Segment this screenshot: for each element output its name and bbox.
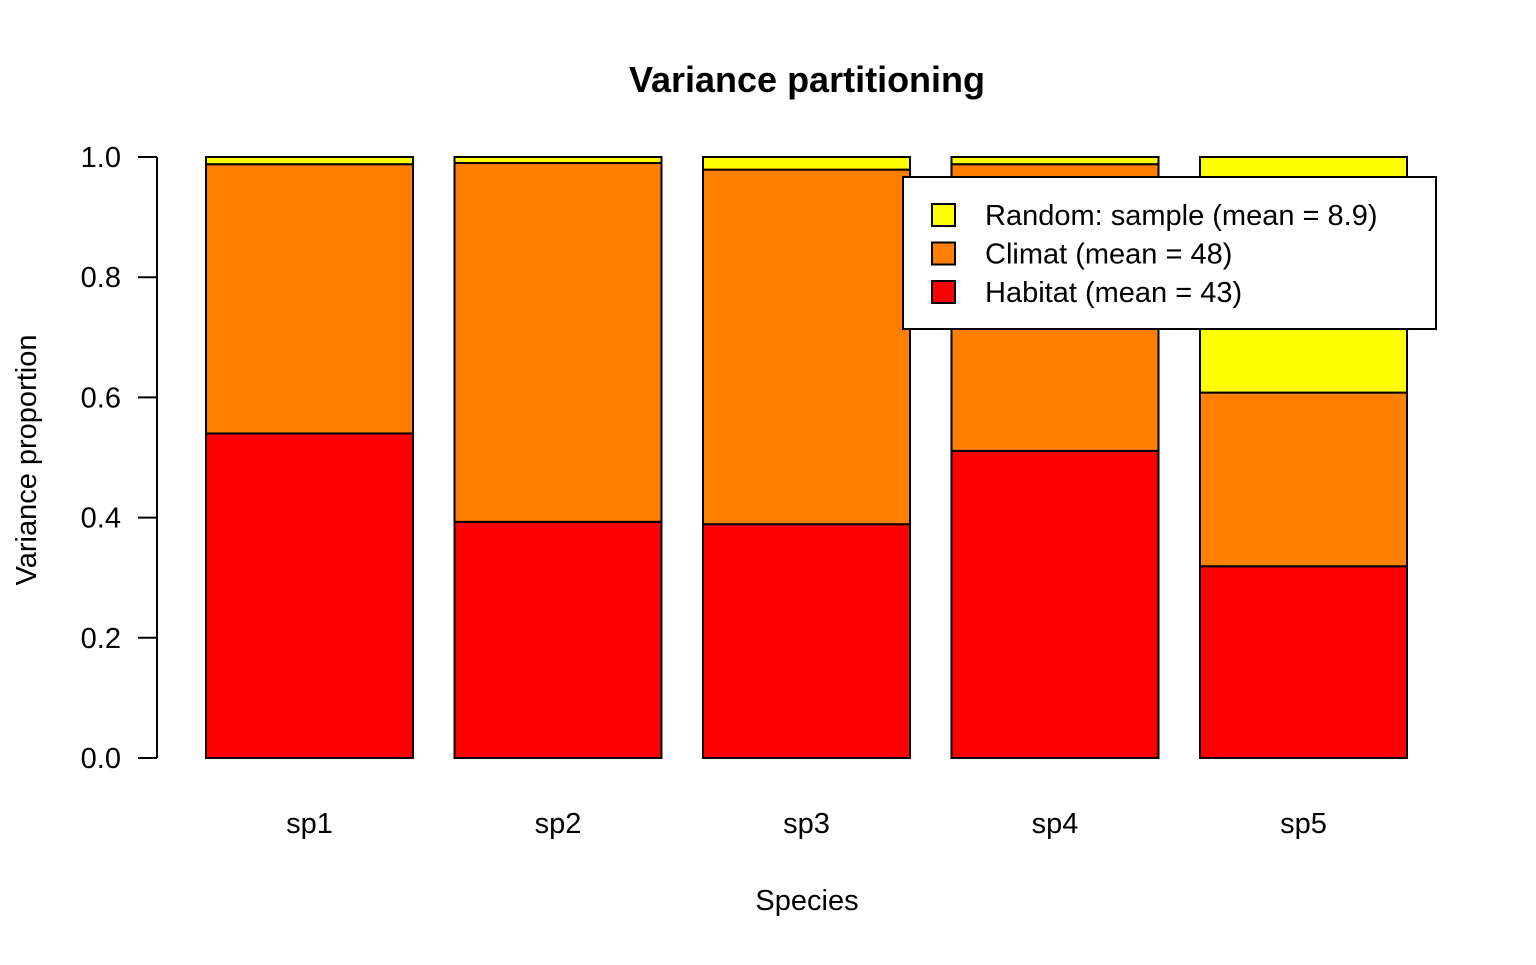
bar-segment-sp4-s2: [950, 156, 1160, 166]
y-axis-label: Variance proportion: [11, 335, 43, 586]
bar-segment-sp3-s1: [702, 168, 911, 526]
bar-segment-sp4-s0: [950, 449, 1160, 759]
x-tick-label-sp2: sp2: [535, 808, 582, 840]
x-tick-label-sp4: sp4: [1032, 808, 1079, 840]
legend-swatch-1: [931, 241, 956, 266]
bar-segment-sp2-s2: [453, 156, 663, 165]
y-tick-label-3: 0.6: [81, 382, 121, 414]
bar-segment-sp1-s2: [205, 156, 414, 166]
x-axis-tick-labels: sp1 sp2 sp3 sp4 sp5: [286, 808, 1327, 840]
bar-segment-sp2-s0: [453, 520, 663, 759]
legend-swatch-0: [931, 203, 956, 227]
y-tick-label-1: 0.2: [81, 623, 121, 655]
y-tick-label-4: 0.8: [81, 262, 121, 294]
chart-title: Variance partitioning: [629, 59, 985, 100]
y-axis: 0.0 0.2 0.4 0.6 0.8 1.0: [81, 142, 158, 775]
y-tick-label-2: 0.4: [81, 503, 121, 535]
x-tick-label-sp1: sp1: [286, 808, 333, 840]
bar-segment-sp1-s0: [205, 432, 414, 759]
legend-label-0: Random: sample (mean = 8.9): [985, 200, 1378, 232]
bar-segment-sp3-s2: [702, 156, 911, 171]
bar-segment-sp5-s1: [1199, 391, 1408, 568]
x-axis-label: Species: [755, 885, 858, 917]
bar-segment-sp5-s0: [1199, 565, 1408, 759]
legend-label-2: Habitat (mean = 43): [985, 277, 1242, 309]
x-tick-label-sp3: sp3: [783, 808, 830, 840]
legend-swatch-2: [931, 280, 956, 304]
y-tick-label-0: 0.0: [81, 743, 121, 775]
bar-segment-sp2-s1: [453, 162, 663, 523]
x-tick-label-sp5: sp5: [1280, 808, 1327, 840]
legend-label-1: Climat (mean = 48): [985, 239, 1232, 271]
bar-segment-sp1-s1: [205, 163, 414, 435]
bar-segment-sp3-s0: [702, 523, 911, 759]
legend: Random: sample (mean = 8.9) Climat (mean …: [902, 176, 1437, 330]
y-tick-label-5: 1.0: [81, 142, 121, 174]
legend-box: [902, 176, 1437, 330]
